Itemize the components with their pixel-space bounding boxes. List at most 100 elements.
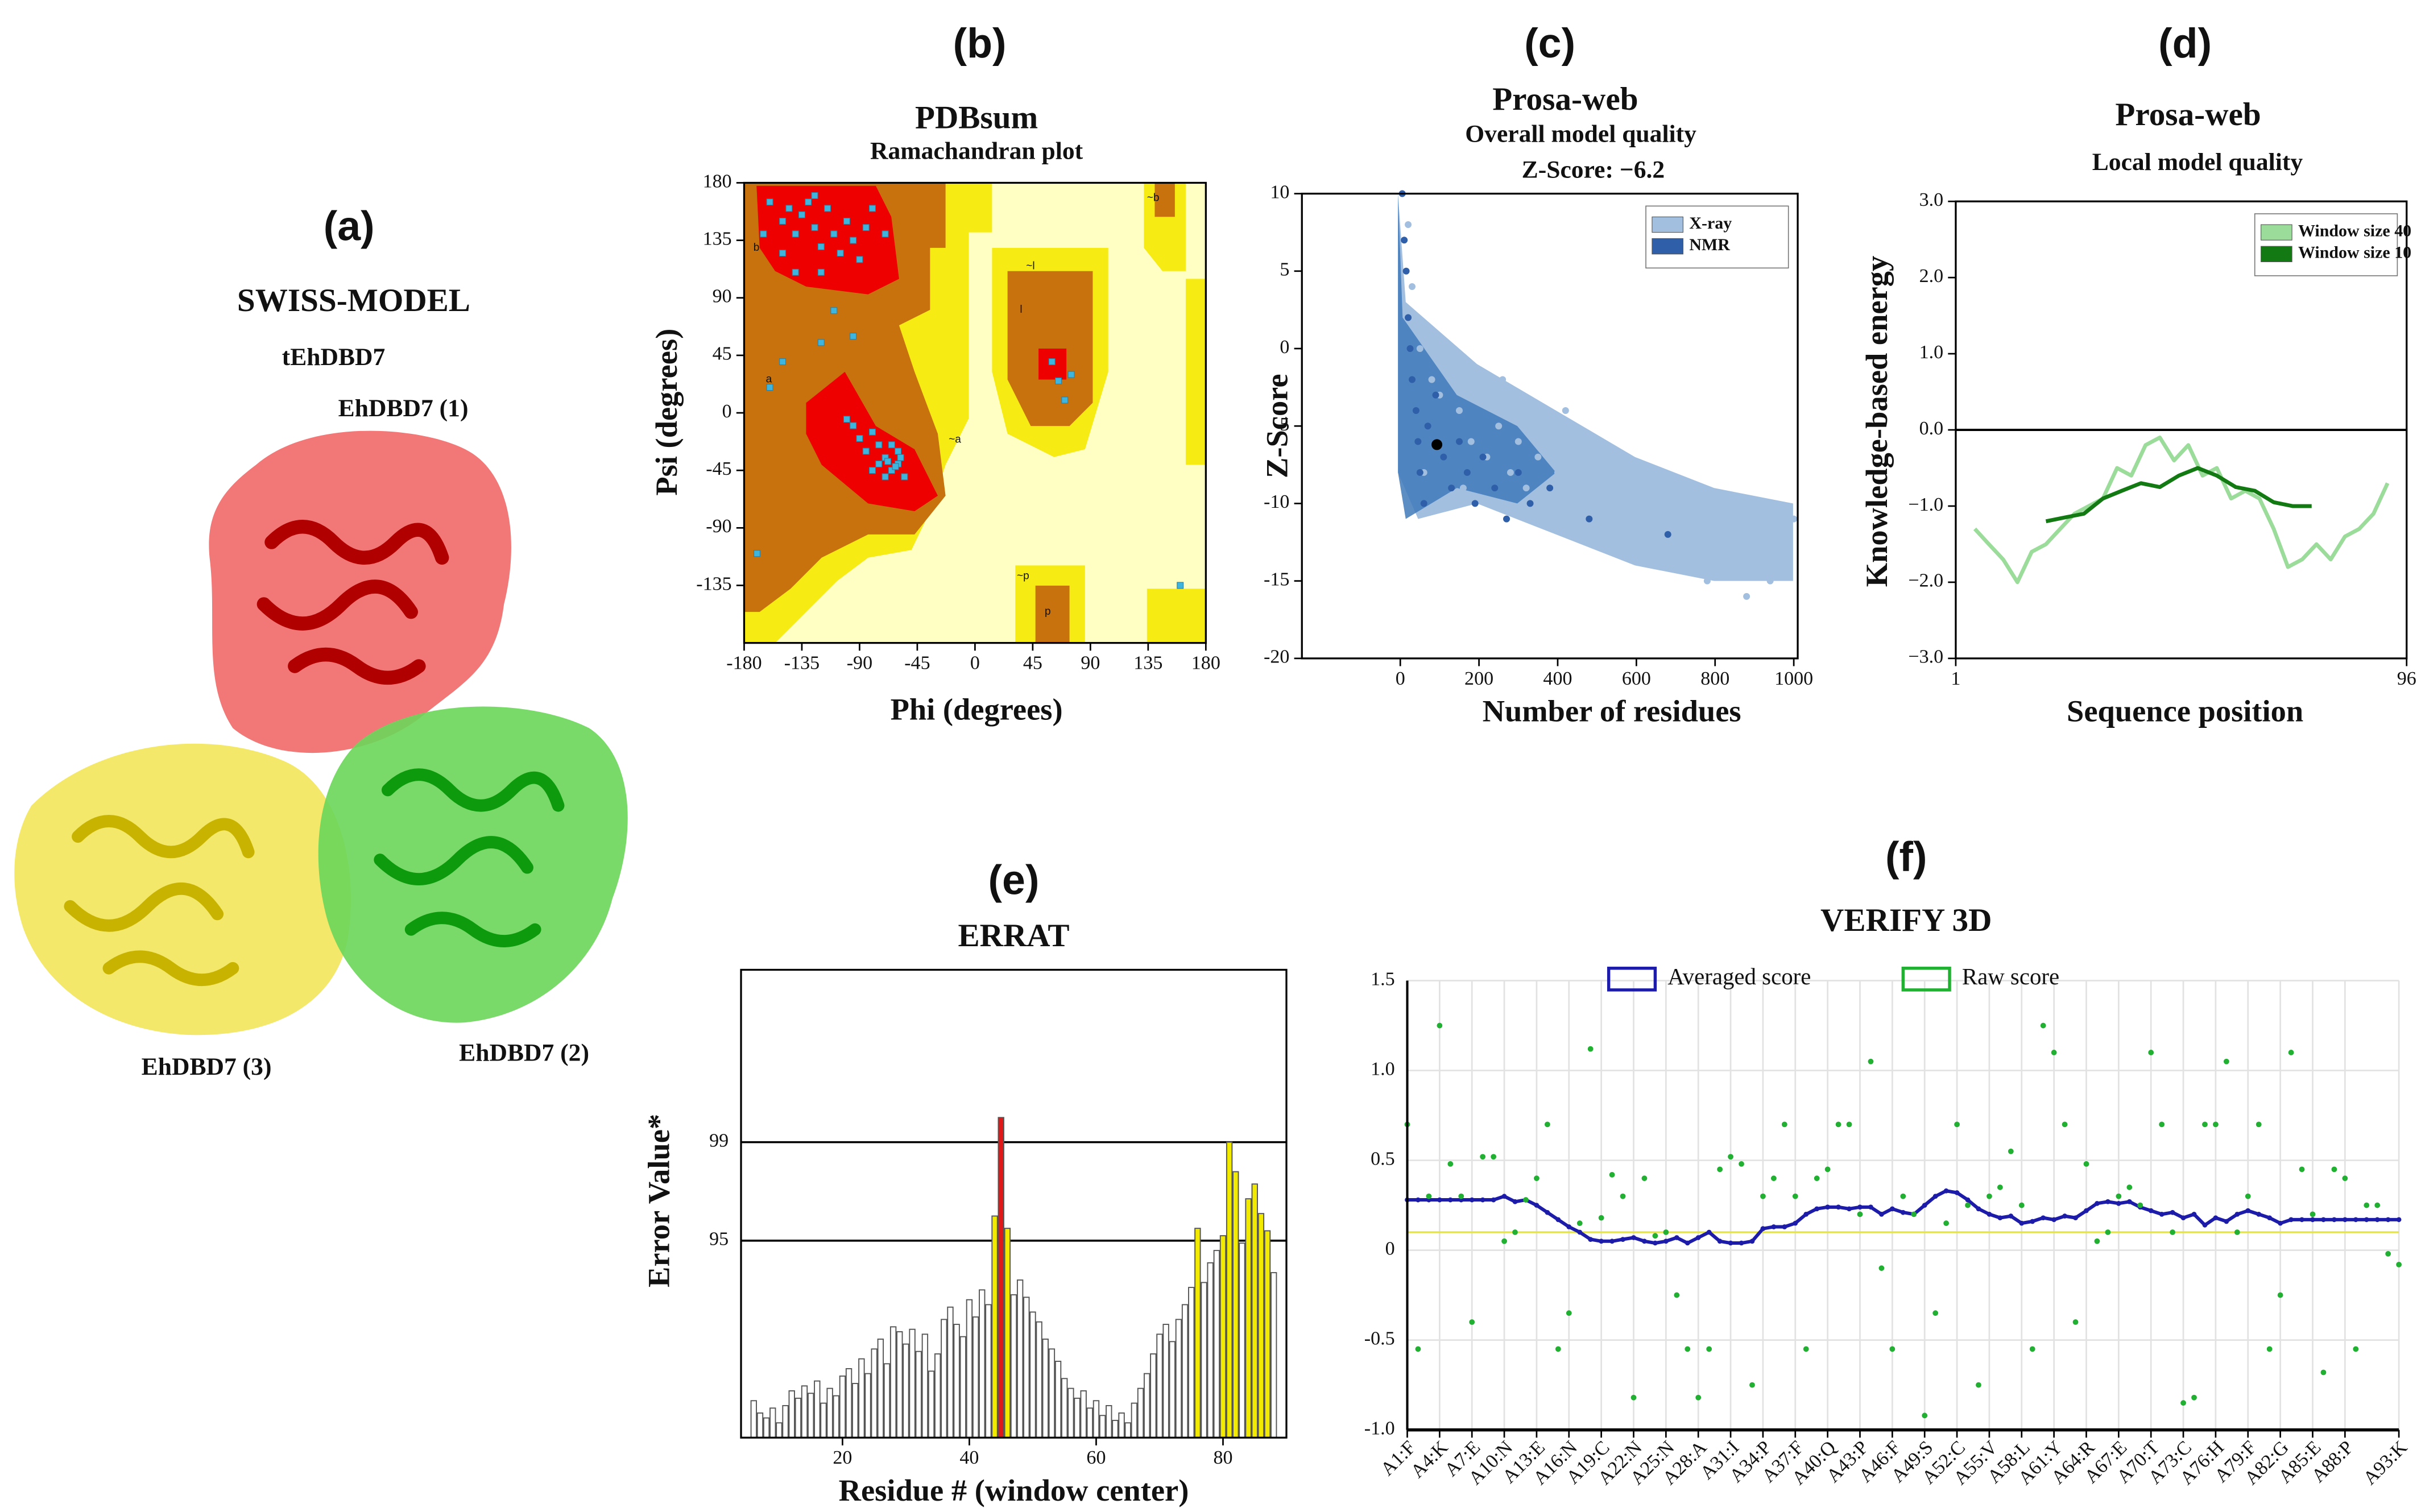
bar bbox=[788, 1390, 795, 1439]
point bbox=[2008, 1148, 2014, 1154]
plot-frame bbox=[743, 181, 1207, 644]
vertex bbox=[1836, 1204, 1841, 1210]
point bbox=[1664, 531, 1671, 538]
y-axis-label: Psi (degrees) bbox=[649, 329, 684, 496]
bar bbox=[763, 1417, 770, 1439]
point bbox=[1054, 377, 1062, 384]
point bbox=[1770, 1175, 1777, 1182]
vertex bbox=[2095, 1201, 2100, 1206]
bar bbox=[1226, 1141, 1233, 1439]
bar bbox=[928, 1370, 935, 1439]
vertex bbox=[1879, 1212, 1884, 1217]
bar bbox=[845, 1368, 852, 1439]
bar bbox=[959, 1336, 966, 1439]
vertex bbox=[1491, 1197, 1496, 1203]
domain-surface bbox=[318, 706, 628, 1023]
point bbox=[2029, 1346, 2035, 1352]
bar bbox=[903, 1343, 909, 1439]
point bbox=[850, 237, 857, 244]
point bbox=[817, 339, 825, 346]
point bbox=[897, 454, 904, 461]
bar bbox=[1124, 1422, 1131, 1439]
x-tick-label: -90 bbox=[847, 653, 872, 674]
point bbox=[1781, 1121, 1787, 1128]
annotation: Z-Score: −6.2 bbox=[1522, 156, 1665, 183]
point bbox=[2288, 1050, 2294, 1055]
point bbox=[1522, 484, 1530, 492]
vertex bbox=[1674, 1235, 1679, 1240]
panel-letter: (d) bbox=[2158, 19, 2212, 67]
x-tick-label: -45 bbox=[904, 653, 930, 674]
point bbox=[888, 467, 895, 474]
vertex bbox=[2041, 1215, 2046, 1221]
bar bbox=[820, 1402, 827, 1439]
vertex bbox=[1631, 1235, 1636, 1240]
region-additional bbox=[1035, 585, 1070, 643]
vertex bbox=[1825, 1204, 1830, 1210]
vertex bbox=[2299, 1217, 2304, 1223]
point bbox=[1562, 407, 1569, 414]
point bbox=[1546, 484, 1554, 492]
point bbox=[779, 250, 787, 257]
point bbox=[2072, 1319, 2079, 1325]
point bbox=[792, 230, 799, 238]
panel-letter: (f) bbox=[1885, 832, 1927, 880]
point bbox=[1766, 577, 1774, 585]
point bbox=[1760, 1193, 1766, 1199]
point bbox=[1408, 376, 1416, 383]
bar bbox=[1023, 1296, 1030, 1439]
bar bbox=[921, 1333, 929, 1439]
vertex bbox=[1599, 1238, 1604, 1244]
bar bbox=[953, 1324, 960, 1439]
point bbox=[1067, 371, 1075, 378]
point bbox=[875, 441, 883, 449]
region-label: p bbox=[1045, 606, 1051, 618]
legend-swatch bbox=[2261, 246, 2292, 262]
point bbox=[2245, 1193, 2251, 1199]
vertex bbox=[2353, 1217, 2358, 1223]
point bbox=[1177, 582, 1184, 589]
bar bbox=[985, 1304, 992, 1439]
y-axis-label: Knowledge-based energy bbox=[1859, 256, 1894, 587]
bar bbox=[1188, 1287, 1195, 1439]
point bbox=[850, 422, 857, 429]
point bbox=[2331, 1166, 2337, 1173]
point bbox=[2213, 1121, 2219, 1128]
chart-title: VERIFY 3D bbox=[1820, 902, 1992, 938]
y-axis-label: Error Value* bbox=[642, 1114, 676, 1287]
point bbox=[1932, 1310, 1939, 1316]
point bbox=[2126, 1184, 2133, 1190]
bar bbox=[1036, 1321, 1042, 1439]
point bbox=[888, 441, 895, 449]
point bbox=[1717, 1166, 1723, 1173]
y-tick-label: 0 bbox=[722, 401, 732, 422]
bar bbox=[941, 1319, 947, 1439]
bar bbox=[1092, 1400, 1100, 1439]
vertex bbox=[2288, 1217, 2294, 1223]
point bbox=[862, 448, 870, 455]
vertex bbox=[2116, 1201, 2121, 1206]
point bbox=[1620, 1193, 1626, 1199]
bar bbox=[1219, 1235, 1227, 1439]
point bbox=[1814, 1175, 1820, 1182]
plot-frame bbox=[1301, 192, 1799, 660]
bar bbox=[1029, 1311, 1036, 1439]
bar bbox=[1150, 1353, 1157, 1439]
vertex bbox=[2148, 1208, 2154, 1213]
point bbox=[1601, 500, 1609, 507]
bar bbox=[1156, 1333, 1163, 1439]
point bbox=[882, 473, 889, 480]
point bbox=[811, 224, 818, 231]
point bbox=[1846, 1121, 1852, 1128]
bar bbox=[826, 1387, 833, 1439]
y-tick-label: 180 bbox=[703, 171, 732, 192]
vertex bbox=[2191, 1212, 2197, 1217]
vertex bbox=[1814, 1206, 1820, 1212]
vertex bbox=[2051, 1217, 2056, 1223]
point bbox=[882, 230, 889, 238]
point bbox=[1501, 1238, 1507, 1244]
bar bbox=[934, 1353, 941, 1439]
vertex bbox=[1976, 1206, 1981, 1212]
point bbox=[2191, 1394, 2197, 1401]
point bbox=[1566, 1310, 1572, 1316]
